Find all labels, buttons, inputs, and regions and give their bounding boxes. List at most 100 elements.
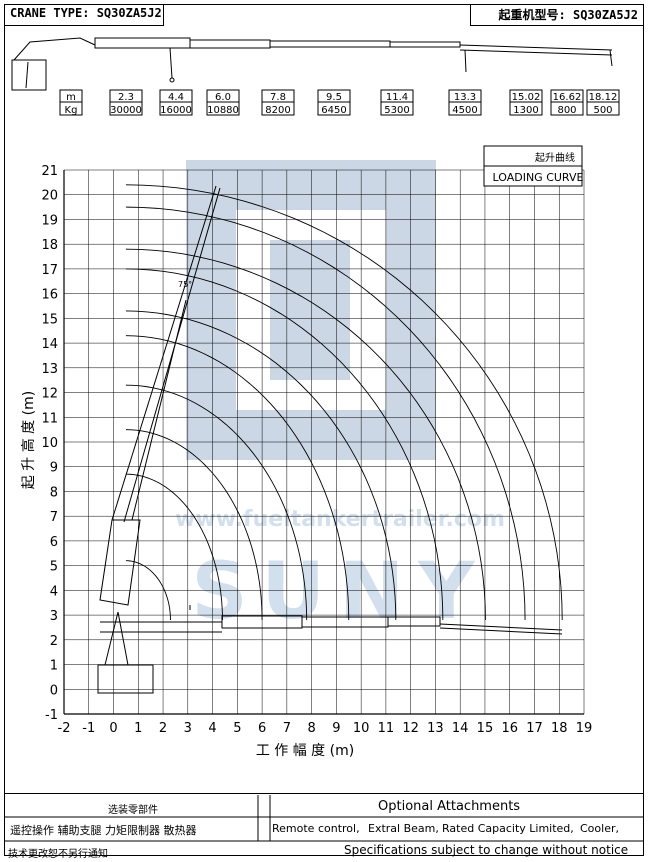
chart-title: 起升曲线 (535, 151, 575, 164)
optional-attachments-section (4, 793, 644, 842)
capacity-column: 11.4 5300 (380, 89, 414, 116)
capacity-radius: 6.0 (215, 92, 231, 103)
x-tick-label: 13 (427, 721, 444, 736)
capacity-radius: 18.12 (589, 92, 618, 103)
options-en-item-cooler: Cooler, (580, 822, 619, 835)
header-crane-type: CRANE TYPE: SQ30ZA5J2 (10, 6, 162, 20)
y-axis-label: 起 升 高 度 (m) (20, 391, 37, 489)
watermark-url: www.fueltankertrailer.com (175, 507, 505, 532)
x-tick-label: 7 (283, 721, 291, 736)
y-tick-label: -1 (45, 708, 58, 723)
capacity-radius: 4.4 (168, 92, 184, 103)
capacity-load: 6450 (321, 105, 346, 116)
capacity-column: 7.8 8200 (261, 89, 295, 116)
y-tick-label: 20 (41, 189, 58, 204)
capacity-column: 4.4 16000 (159, 89, 193, 116)
capacity-column: 13.3 4500 (448, 89, 482, 116)
y-tick-label: 13 (41, 362, 58, 377)
watermark-brand: SUNY (191, 547, 488, 637)
capacity-column: 2.3 30000 (109, 89, 143, 116)
x-tick-label: 4 (208, 721, 216, 736)
options-cn-items: 遥控操作 辅助支腿 力矩限制器 散热器 (10, 824, 197, 837)
y-tick-label: 1 (50, 659, 58, 674)
capacity-unit-kg: Kg (65, 105, 78, 116)
x-tick-label: 0 (109, 721, 117, 736)
note-cn: 技术更改恕不另行通知 (8, 849, 108, 860)
x-tick-label: 17 (526, 721, 543, 736)
y-tick-label: 19 (41, 213, 58, 228)
y-tick-label: 16 (41, 288, 58, 303)
y-tick-label: 6 (50, 535, 58, 550)
note-en: Specifications subject to change without… (344, 843, 629, 857)
capacity-column: 18.12 500 (586, 89, 620, 116)
loading-arc (125, 384, 308, 621)
options-cn-title: 选装零部件 (108, 805, 158, 816)
header-crane-type-cn: 起重机型号: SQ30ZA5J2 (498, 8, 638, 22)
x-tick-label: 16 (501, 721, 518, 736)
header-left-box (4, 4, 164, 26)
x-tick-label: 15 (477, 721, 494, 736)
options-en-item-remote: Remote control, (272, 822, 360, 835)
y-tick-label: 5 (50, 560, 58, 575)
loading-arc (125, 560, 171, 621)
capacity-unit-cell: m Kg (59, 89, 83, 116)
chart-subtitle: LOADING CURVE (493, 171, 584, 184)
x-tick-label: 3 (184, 721, 192, 736)
x-tick-label: -1 (82, 721, 95, 736)
y-tick-label: 18 (41, 238, 58, 253)
loading-arc (125, 184, 563, 621)
loading-arc (125, 335, 350, 621)
capacity-column: 16.62 800 (550, 89, 584, 116)
y-tick-label: 10 (41, 436, 58, 451)
y-tick-label: 3 (50, 609, 58, 624)
options-en-title: Optional Attachments (378, 799, 521, 814)
y-tick-label: 7 (50, 510, 58, 525)
capacity-load: 5300 (384, 105, 409, 116)
page-frame (4, 4, 644, 856)
x-tick-label: 6 (258, 721, 266, 736)
capacity-radius: 16.62 (553, 92, 582, 103)
y-tick-label: 0 (50, 683, 58, 698)
capacity-load: 10880 (207, 105, 239, 116)
chart-legend-box: 起升曲线 LOADING CURVE (483, 145, 584, 187)
loading-arcs (125, 184, 563, 621)
x-tick-label: 14 (452, 721, 469, 736)
capacity-radius: 15.02 (512, 92, 541, 103)
crane-side-sketch (11, 37, 613, 91)
options-en-item-beam: Extral Beam, (368, 822, 439, 835)
capacity-radius: 11.4 (386, 92, 408, 103)
capacity-radius: 7.8 (270, 92, 286, 103)
x-tick-label: 1 (134, 721, 142, 736)
x-tick-label: 12 (402, 721, 419, 736)
loading-arc (125, 206, 526, 621)
capacity-load: 500 (593, 105, 612, 116)
x-tick-label: 18 (551, 721, 568, 736)
y-tick-label: 9 (50, 461, 58, 476)
y-tick-label: 15 (41, 312, 58, 327)
capacity-load: 30000 (110, 105, 142, 116)
x-tick-label: -2 (58, 721, 71, 736)
capacity-column: 9.5 6450 (317, 89, 351, 116)
y-tick-label: 12 (41, 387, 58, 402)
loading-arc (125, 473, 223, 621)
capacity-load: 8200 (265, 105, 290, 116)
loading-arc (125, 429, 263, 621)
capacity-unit-m: m (66, 92, 76, 103)
x-tick-label: 9 (332, 721, 340, 736)
x-tick-label: 8 (307, 721, 315, 736)
capacity-radius: 2.3 (118, 92, 134, 103)
crane-boom-sketch (97, 185, 563, 694)
capacity-load: 16000 (160, 105, 192, 116)
x-tick-label: 5 (233, 721, 241, 736)
chart-grid (63, 169, 585, 715)
y-tick-label: 4 (50, 584, 58, 599)
loading-arc (125, 310, 397, 621)
y-tick-label: 8 (50, 485, 58, 500)
y-tick-label: 2 (50, 634, 58, 649)
capacity-load: 1300 (513, 105, 538, 116)
capacity-radius: 9.5 (326, 92, 342, 103)
capacity-table: m Kg 2.3 30000 4.4 16000 6.0 10880 7.8 8200 9.5 645… (59, 89, 620, 116)
capacity-column: 6.0 10880 (206, 89, 240, 116)
